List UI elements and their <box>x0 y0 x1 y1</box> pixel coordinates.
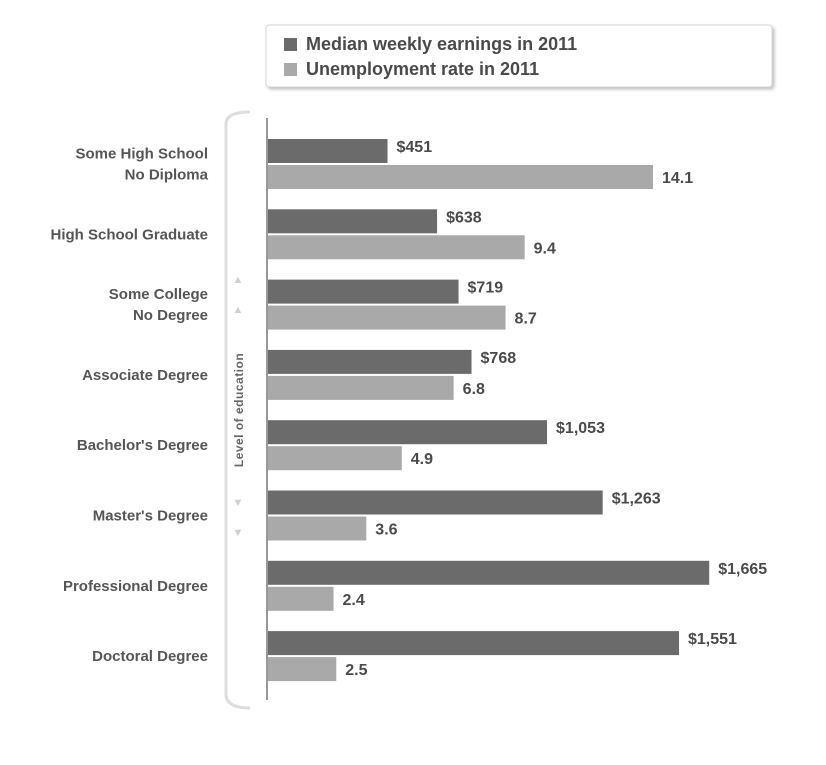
arrow-up-icon: ▲ <box>233 274 244 286</box>
bar-earnings <box>268 209 438 234</box>
data-label-earnings: $1,551 <box>688 631 737 648</box>
legend: Median weekly earnings in 2011 Unemploym… <box>265 24 773 88</box>
category-label: Doctoral Degree <box>92 648 208 665</box>
data-label-earnings: $638 <box>446 209 482 226</box>
category-label: No Degree <box>133 307 208 324</box>
category-label: Bachelor's Degree <box>77 437 208 454</box>
bar-earnings <box>268 490 603 515</box>
bar-earnings <box>268 139 388 163</box>
bar-earnings <box>268 631 680 656</box>
category-label: Some High School <box>75 146 208 163</box>
arrow-down-icon: ▼ <box>233 527 244 539</box>
data-label-unemployment: 2.4 <box>343 592 365 609</box>
bar-unemployment <box>268 305 506 330</box>
category-label: Associate Degree <box>82 367 208 384</box>
category-label: Professional Degree <box>63 578 208 595</box>
data-label-unemployment: 8.7 <box>515 311 537 328</box>
legend-swatch-earnings <box>284 38 297 51</box>
bar-unemployment <box>268 165 653 189</box>
data-label-unemployment: 4.9 <box>411 451 433 468</box>
legend-box <box>265 24 773 88</box>
category-labels: Some High School No Diploma High School Gr… <box>50 146 208 666</box>
data-label-unemployment: 3.6 <box>375 522 397 539</box>
arrow-down-icon: ▼ <box>233 497 244 509</box>
bar-earnings <box>268 560 710 585</box>
data-label-earnings: $451 <box>397 139 433 156</box>
category-label: No Diploma <box>125 167 209 184</box>
category-label: High School Graduate <box>50 226 208 243</box>
bar-earnings <box>268 349 472 374</box>
axis-bracket <box>224 110 251 710</box>
data-label-earnings: $1,263 <box>612 491 661 508</box>
bar-unemployment <box>268 235 525 260</box>
bar-earnings <box>268 279 459 304</box>
data-label-unemployment: 14.1 <box>662 170 693 187</box>
category-label: Some College <box>109 286 208 303</box>
arrow-up-icon: ▲ <box>233 304 244 316</box>
data-label-unemployment: 6.8 <box>463 381 485 398</box>
bar-unemployment <box>268 446 402 471</box>
bar-unemployment <box>268 586 334 611</box>
legend-label-unemployment: Unemployment rate in 2011 <box>306 59 539 79</box>
legend-label-earnings: Median weekly earnings in 2011 <box>306 34 577 54</box>
bar-unemployment <box>268 516 367 541</box>
data-label-earnings: $1,053 <box>556 420 605 437</box>
category-label: Master's Degree <box>93 508 208 525</box>
bar-earnings <box>268 420 548 445</box>
data-label-earnings: $768 <box>481 350 517 367</box>
legend-swatch-unemployment <box>284 63 297 76</box>
axis-title: Level of education <box>232 353 246 467</box>
data-label-unemployment: 9.4 <box>534 240 556 257</box>
bar-unemployment <box>268 375 454 400</box>
data-label-earnings: $1,665 <box>718 561 767 578</box>
bars-group: $451 14.1 $638 9.4 $719 8.7 $768 6.8 $1,053 4.9 $1… <box>268 139 767 682</box>
data-label-unemployment: 2.5 <box>345 662 367 679</box>
axis-title-panel: ▲ ▲ Level of education ▼ ▼ <box>224 110 251 710</box>
data-label-earnings: $719 <box>468 280 504 297</box>
bar-unemployment <box>268 657 337 682</box>
